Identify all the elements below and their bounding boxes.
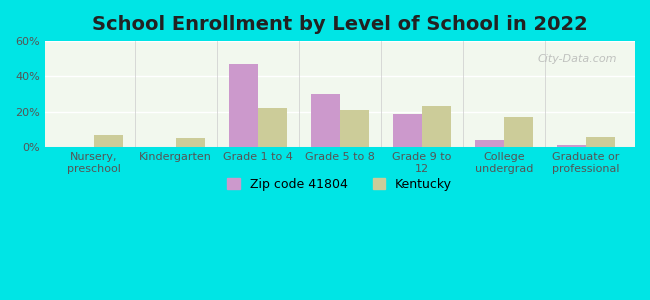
Legend: Zip code 41804, Kentucky: Zip code 41804, Kentucky [222,173,457,196]
Bar [557,146,586,147]
Bar [229,64,258,147]
Bar [258,108,287,147]
Bar [176,138,205,147]
Bar [422,106,450,147]
Bar [475,140,504,147]
Text: City-Data.com: City-Data.com [538,54,618,64]
Bar [94,135,122,147]
Bar [586,136,614,147]
Bar [340,110,369,147]
Bar [393,114,422,147]
Title: School Enrollment by Level of School in 2022: School Enrollment by Level of School in … [92,15,588,34]
Bar [504,117,532,147]
Bar [311,94,340,147]
